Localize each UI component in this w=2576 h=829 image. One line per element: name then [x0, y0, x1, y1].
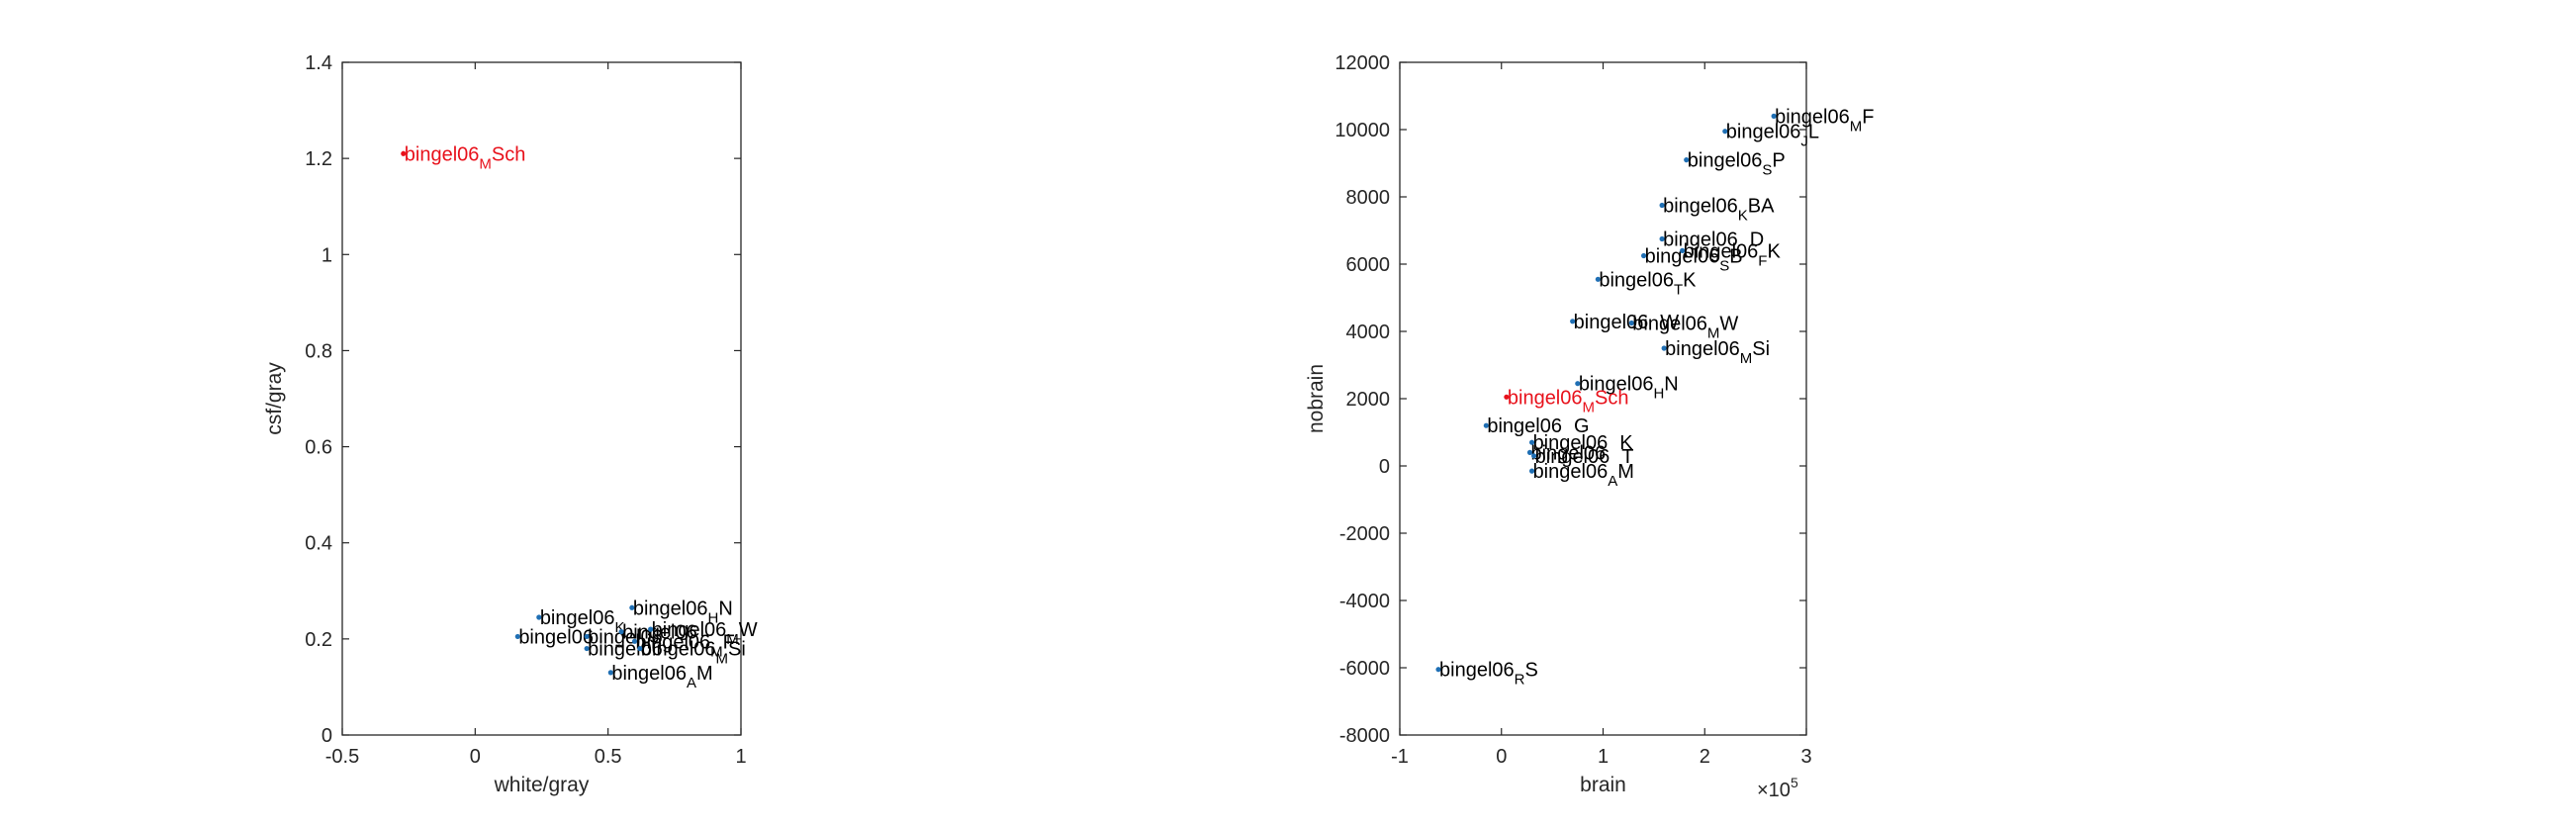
data-point — [1641, 252, 1647, 259]
x-tick-label: 0 — [470, 746, 481, 768]
data-point — [1531, 453, 1537, 459]
data-point — [618, 628, 624, 635]
y-tick-label: -2000 — [1339, 523, 1390, 545]
x-tick-label: 1 — [735, 746, 746, 768]
data-label: bingel06AM — [611, 663, 712, 691]
y-tick-label: 0 — [322, 725, 332, 747]
data-label: bingel06 T — [1535, 446, 1634, 468]
data-label: bingel06 — [518, 626, 594, 648]
data-point — [1684, 157, 1690, 163]
data-label: bingel06MW — [652, 619, 758, 648]
data-point — [637, 645, 643, 652]
data-point — [607, 670, 613, 676]
data-point — [1526, 449, 1533, 455]
data-point — [1575, 381, 1581, 387]
data-point — [1528, 439, 1535, 445]
x-tick-label: 1 — [1598, 746, 1609, 768]
data-label: bingel06 — [588, 639, 663, 661]
y-tick-label: 0 — [1379, 456, 1390, 478]
data-point — [584, 645, 590, 652]
data-point — [1661, 345, 1667, 351]
data-point — [1504, 394, 1510, 400]
y-tick-label: 10000 — [1334, 120, 1390, 141]
axes-box — [341, 61, 742, 736]
data-point — [1595, 276, 1601, 282]
data-point — [1771, 113, 1777, 119]
data-point — [648, 626, 654, 632]
y-tick-label: 0.8 — [305, 340, 332, 362]
y-tick-label: 1.4 — [305, 52, 332, 74]
y-tick-label: 12000 — [1334, 52, 1390, 74]
data-point — [631, 638, 638, 644]
data-point — [1435, 667, 1441, 673]
data-point — [401, 150, 407, 156]
data-point — [1483, 422, 1489, 428]
y-tick-label: -8000 — [1339, 725, 1390, 747]
x-tick-label: 0.5 — [595, 746, 622, 768]
y-tick-label: 0.6 — [305, 437, 332, 459]
data-label: bingel06SB — [1645, 246, 1743, 275]
data-label: bingel06 — [1531, 442, 1607, 464]
data-label: bingel06KBA — [1663, 196, 1775, 225]
data-point — [536, 614, 542, 620]
x-axis-label: white/gray — [494, 774, 590, 796]
data-label: bingel06 G — [1487, 415, 1589, 437]
data-label: bingel06MSch — [1508, 387, 1629, 415]
data-point — [1659, 202, 1665, 209]
x-tick-label: -0.5 — [325, 746, 359, 768]
data-label: bingel06MSi — [641, 639, 746, 668]
y-axis-label: nobrain — [1305, 364, 1328, 433]
y-tick-label: 8000 — [1346, 187, 1391, 209]
y-tick-label: 6000 — [1346, 254, 1391, 276]
data-point — [1659, 235, 1665, 242]
data-label: bingel06MF — [636, 631, 735, 660]
data-label: bingel06HN — [633, 598, 733, 626]
y-tick-label: 1.2 — [305, 148, 332, 170]
x-exponent-label: ×105 — [1757, 775, 1798, 801]
x-axis-label: brain — [1580, 774, 1626, 796]
data-label: bingel06FK — [1684, 240, 1782, 269]
x-tick-label: 0 — [1496, 746, 1507, 768]
data-point — [584, 633, 590, 640]
data-label: bingel06 W — [1574, 312, 1680, 333]
data-point — [629, 604, 635, 610]
data-point — [1628, 320, 1634, 326]
data-label: bingel06MSch — [405, 143, 526, 172]
data-label: bingel06JL — [1726, 122, 1819, 150]
data-label: bingel06AM — [1533, 461, 1634, 490]
x-tick-label: 3 — [1800, 746, 1811, 768]
y-tick-label: 2000 — [1346, 389, 1391, 411]
x-tick-label: -1 — [1391, 746, 1409, 768]
data-label: bingel06SP — [1688, 150, 1786, 179]
data-label: bingel06 — [588, 626, 663, 648]
y-tick-label: 0.4 — [305, 533, 332, 555]
y-tick-label: 0.2 — [305, 629, 332, 651]
data-label: bingel06RS — [1439, 660, 1538, 689]
data-label: bingel06K — [540, 607, 625, 636]
x-tick-label: 2 — [1700, 746, 1710, 768]
data-point — [1680, 247, 1686, 253]
y-axis-label: csf/gray — [263, 362, 286, 435]
y-tick-label: -4000 — [1339, 591, 1390, 612]
data-label: bingel06HN — [1579, 374, 1679, 403]
y-tick-label: -6000 — [1339, 658, 1390, 680]
y-tick-label: 4000 — [1346, 322, 1391, 343]
y-tick-label: 1 — [322, 244, 332, 266]
data-label: bingel06MSi — [1665, 338, 1770, 367]
data-label: bingel06MW — [1632, 314, 1738, 342]
data-label: bingel06MF — [1775, 106, 1874, 135]
right-axes: -1 0 1 2 3 -8000 -6000 -4000 -2000 0 2000 4000 6000 8… — [1305, 52, 1874, 801]
data-label: bingel06TK — [1599, 269, 1697, 298]
data-label: bingel06 D — [1663, 230, 1764, 251]
left-axes: -0.5 0 0.5 100.20.40.60.811.21.4white/grayc… — [263, 52, 758, 796]
data-point — [1528, 468, 1535, 474]
data-point — [1570, 319, 1576, 324]
data-point — [1722, 129, 1728, 135]
data-label: bingel06 — [622, 622, 697, 644]
data-point — [514, 633, 520, 640]
